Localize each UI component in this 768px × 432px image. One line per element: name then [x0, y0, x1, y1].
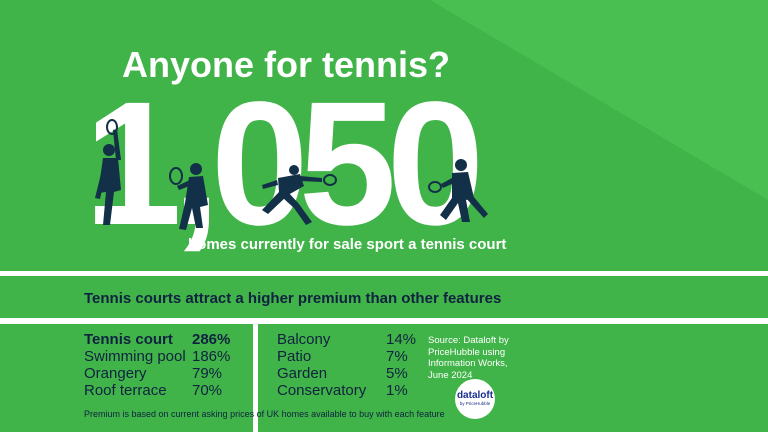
feature-value: 286% [192, 331, 231, 348]
feature-name: Patio [277, 348, 312, 365]
tennis-player-lunge-icon [262, 165, 337, 225]
feature-name: Garden [277, 365, 328, 382]
tennis-player-forehand-icon [169, 163, 208, 230]
big-number: 1,050 [84, 66, 484, 262]
tennis-player-backhand-icon [428, 159, 488, 222]
light-diagonal-shape [430, 0, 768, 200]
feature-value: 79% [192, 365, 223, 382]
tennis-player-serve-icon [95, 119, 121, 225]
source-line: Information Works, [428, 358, 508, 369]
feature-value: 1% [386, 382, 408, 399]
logo-wordmark: dataloft [456, 390, 494, 401]
dataloft-logo: dataloft by PriceHubble [455, 379, 495, 419]
feature-value: 70% [192, 382, 223, 399]
feature-name: Conservatory [277, 382, 367, 399]
subtitle: homes currently for sale sport a tennis … [188, 236, 507, 253]
band-heading: Tennis courts attract a higher premium t… [84, 290, 502, 307]
footnote: Premium is based on current asking price… [84, 409, 445, 419]
logo-tagline: by PriceHubble [459, 401, 491, 406]
feature-value: 7% [386, 348, 408, 365]
feature-value: 5% [386, 365, 408, 382]
feature-name: Balcony [277, 331, 331, 348]
court-line-top [0, 271, 768, 276]
court-line-middle [0, 318, 768, 324]
feature-name: Tennis court [84, 331, 173, 348]
source-line: Source: Dataloft by [428, 335, 509, 346]
feature-name: Swimming pool [84, 348, 186, 365]
source-line: PriceHubble using [428, 346, 506, 358]
feature-value: 186% [192, 348, 231, 365]
source-line: June 2024 [428, 369, 473, 381]
source-note: Source: Dataloft by PriceHubble using In… [428, 335, 528, 381]
feature-name: Orangery [84, 365, 147, 382]
feature-name: Roof terrace [84, 382, 167, 399]
page-title: Anyone for tennis? [121, 44, 450, 85]
feature-value: 14% [386, 331, 417, 348]
court-center-line [253, 324, 258, 432]
